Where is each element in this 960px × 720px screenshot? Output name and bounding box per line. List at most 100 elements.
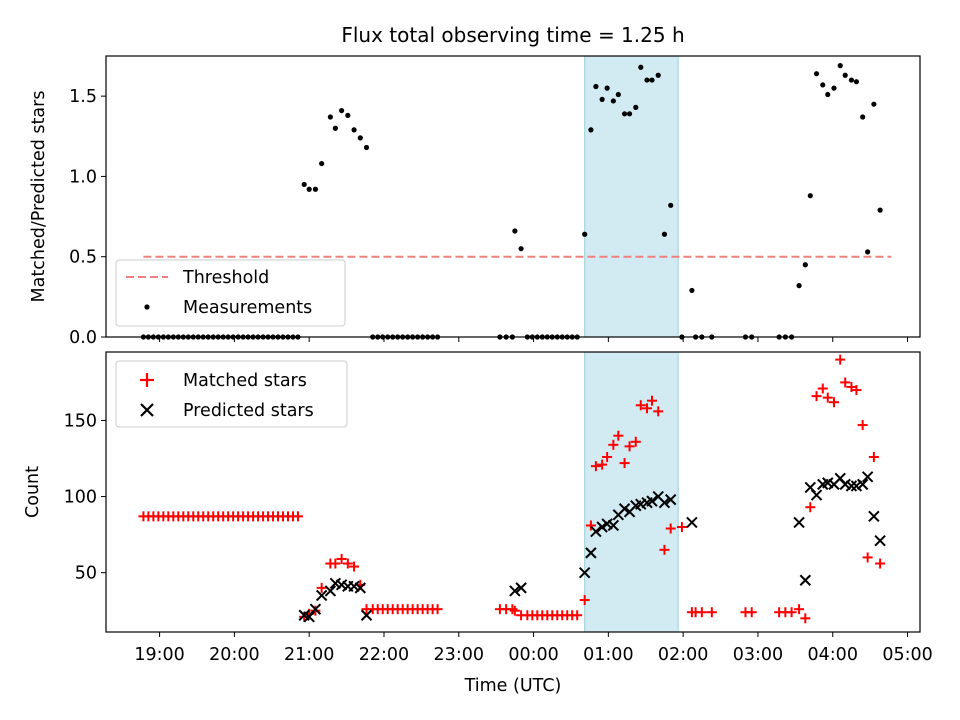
x-tick-label: 04:00: [808, 645, 858, 665]
predicted-star-point: [578, 566, 591, 579]
matched-star-point: [579, 595, 590, 606]
matched-star-point: [630, 436, 641, 447]
matched-star-point: [597, 459, 608, 470]
predicted-star-point: [810, 489, 823, 501]
measurement-point: [638, 64, 644, 70]
legend-matched-label: Matched stars: [183, 371, 307, 391]
measurement-point: [604, 85, 610, 91]
matched-star-point: [840, 377, 851, 388]
matched-star-point: [619, 458, 630, 469]
predicted-star-point: [658, 496, 671, 509]
matched-star-point: [696, 607, 707, 618]
measurement-point: [621, 111, 628, 117]
matched-star-point: [608, 439, 619, 450]
predicted-star-point: [324, 585, 337, 597]
top-y-ticks: 0.0 0.5 1.0 1.5: [69, 87, 106, 348]
matched-star-point: [572, 610, 583, 621]
bottom-y-tick-label: 100: [64, 488, 97, 508]
matched-star-point: [659, 544, 670, 555]
legend-predicted-swatch: [140, 403, 154, 417]
measurement-point: [644, 77, 650, 83]
predicted-star-point: [607, 519, 620, 532]
measurement-point: [831, 85, 837, 91]
bottom-y-axis-label: Count: [23, 466, 43, 518]
matched-star-point: [349, 561, 360, 572]
matched-star-point: [602, 452, 613, 462]
matched-star-point: [857, 420, 868, 431]
measurement-point: [593, 83, 599, 90]
measurement-point: [599, 96, 605, 102]
predicted-star-point: [646, 495, 658, 507]
measurement-point: [327, 114, 333, 120]
measurement-point: [615, 91, 621, 98]
measurement-point: [668, 202, 674, 208]
matched-star-point: [316, 582, 327, 593]
legend-measurements-swatch: [144, 304, 150, 310]
predicted-star-point: [861, 471, 874, 483]
predicted-star-point: [799, 574, 812, 586]
matched-star-point: [642, 403, 653, 414]
matched-star-point: [805, 502, 816, 513]
predicted-star-point: [360, 609, 373, 621]
top-axes-frame: [105, 55, 921, 338]
top-y-axis-label: Matched/Predicted stars: [29, 91, 49, 303]
matched-star-point: [835, 354, 846, 365]
matched-star-point: [585, 520, 596, 531]
measurement-point: [319, 160, 325, 167]
measurement-point: [796, 283, 802, 289]
matched-star-point: [613, 430, 624, 441]
measurement-point: [825, 91, 831, 98]
predicted-star-point: [856, 478, 869, 491]
matched-star-point: [509, 605, 520, 616]
predicted-stars-points: [298, 471, 886, 623]
matched-star-point: [336, 553, 347, 564]
matched-star-point: [665, 523, 676, 534]
matched-star-point: [811, 391, 822, 402]
measurement-point: [357, 135, 363, 141]
predicted-star-point: [315, 589, 328, 602]
measurement-point: [860, 114, 866, 120]
measurement-point: [848, 77, 855, 83]
matched-star-point: [653, 406, 664, 417]
bottom-axes-frame: [105, 351, 921, 633]
measurement-point: [689, 287, 695, 294]
measurement-point: [842, 72, 848, 78]
legend-predicted-label: Predicted stars: [183, 401, 314, 421]
bottom-y-tick-label: 50: [75, 564, 97, 584]
measurement-point: [512, 228, 518, 234]
matched-star-point: [706, 607, 717, 618]
measurement-point: [582, 231, 588, 237]
measurement-point: [865, 249, 871, 255]
matched-star-point: [590, 461, 601, 472]
matched-star-point: [635, 400, 646, 411]
measurement-point: [363, 144, 370, 151]
matched-star-point: [342, 558, 353, 569]
predicted-star-point: [845, 480, 858, 492]
matched-star-point: [330, 558, 341, 569]
predicted-star-point: [686, 516, 698, 529]
x-tick-label: 21:00: [284, 645, 334, 665]
bottom-highlight-span: [584, 351, 679, 633]
measurement-point: [807, 193, 813, 199]
predicted-star-point: [509, 585, 521, 597]
measurement-point: [802, 262, 808, 268]
predicted-star-point: [793, 516, 805, 529]
measurement-point: [837, 63, 843, 69]
matched-star-point: [800, 613, 811, 624]
figure-title: Flux total observing time = 1.25 h: [341, 23, 684, 47]
measurement-point: [633, 104, 639, 110]
predicted-star-point: [664, 493, 677, 506]
top-y-tick-label: 1.0: [69, 167, 97, 187]
x-tick-label: 22:00: [359, 645, 409, 665]
predicted-star-point: [590, 525, 602, 538]
measurement-point: [518, 246, 524, 252]
x-tick-label: 19:00: [134, 645, 184, 665]
measurement-point: [351, 127, 357, 133]
matched-star-point: [432, 604, 443, 615]
matched-star-point: [794, 604, 805, 615]
legend-matched-swatch: [140, 373, 154, 387]
predicted-star-point: [868, 510, 880, 523]
bottom-y-ticks: 50 100 150: [64, 411, 106, 584]
legend-measurements-label: Measurements: [183, 298, 312, 318]
matched-star-point: [875, 558, 886, 569]
